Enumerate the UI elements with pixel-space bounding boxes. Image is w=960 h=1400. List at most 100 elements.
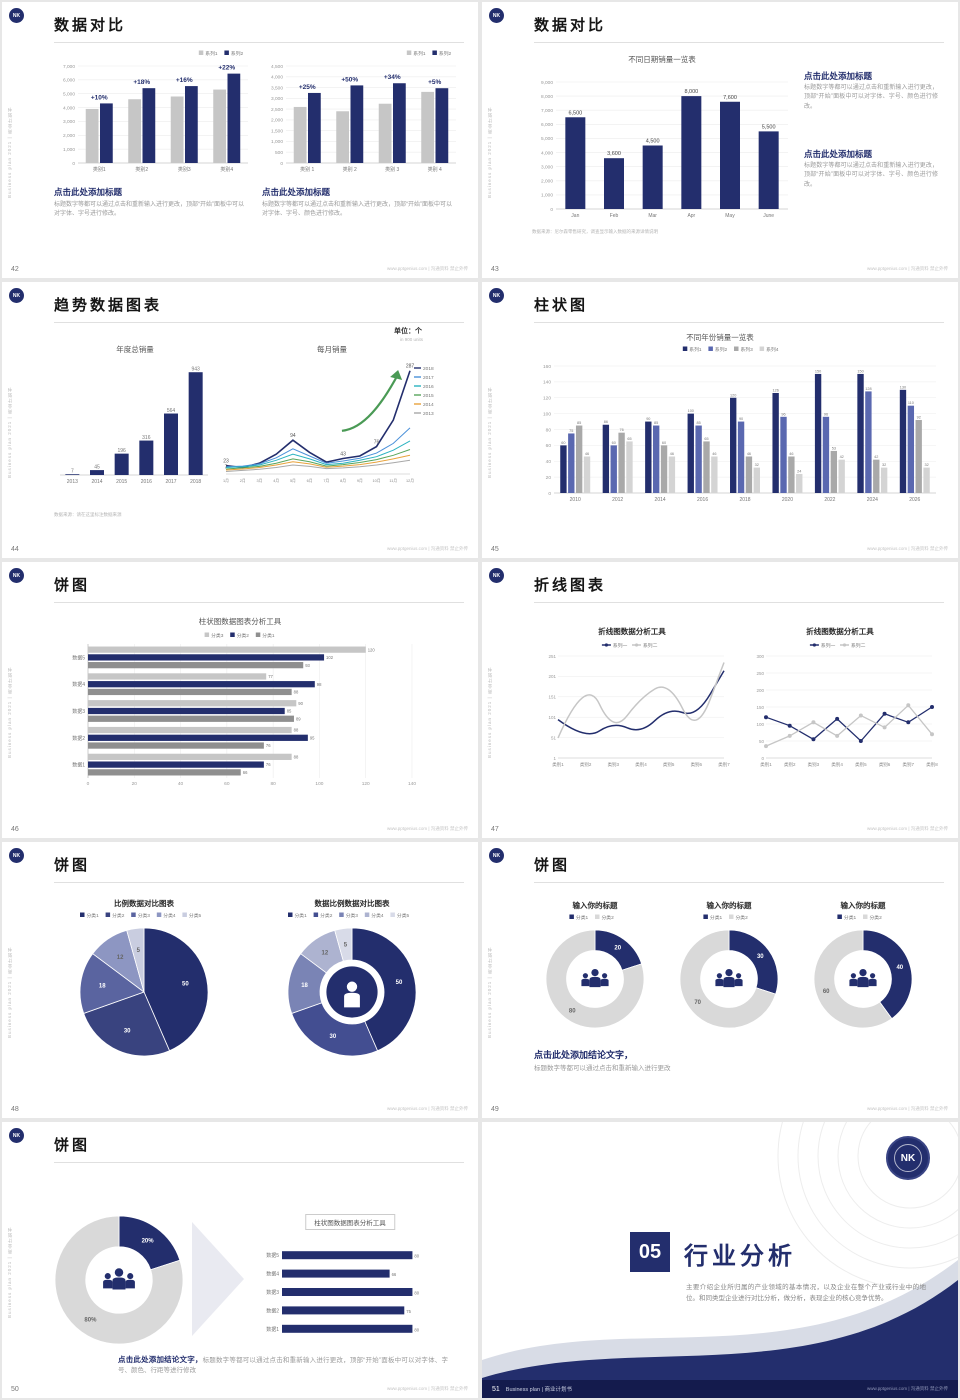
svg-text:128: 128 [865,387,871,391]
svg-text:类别 2: 类别 2 [343,166,357,173]
svg-text:316: 316 [142,435,151,441]
svg-text:102: 102 [326,655,334,660]
svg-text:46: 46 [585,452,589,456]
chart-title: 每月销量 [317,345,347,354]
svg-text:100: 100 [756,722,764,727]
svg-text:类别5: 类别5 [855,761,867,768]
marker-line-chart: 0 50 100 150 200 250 300 类别1 类别2 类别3 类别4 类别5 类别6 类别7 类… [742,640,938,772]
svg-text:2014: 2014 [91,479,102,485]
svg-text:564: 564 [167,408,176,414]
footer-text: www.pptgenius.com | 沟通资料 禁止外传 [867,266,948,271]
sales-bar-chart: 0 1,000 2,000 3,000 4,000 5,000 6,000 7,000 8,00… [530,64,792,222]
svg-text:5,000: 5,000 [63,92,75,98]
svg-text:250: 250 [756,671,764,676]
svg-text:80: 80 [270,781,276,787]
donut-chart-1: 分类1 分类2 20 80 [530,912,660,1034]
logo-badge: NK [9,288,24,303]
svg-text:7,600: 7,600 [723,95,737,101]
sidebar-vertical-text: Business plan 2021 | 商业计划书 [7,946,12,1038]
svg-text:6,500: 6,500 [568,110,582,116]
logo-badge: NK [9,1128,24,1143]
svg-text:46: 46 [670,452,674,456]
svg-text:3月: 3月 [256,478,262,483]
svg-text:分类5: 分类5 [189,912,202,919]
svg-text:系列1: 系列1 [413,50,426,57]
donut-chart: 分类1 分类2 分类3 分类4 分类5 50 30 18 12 5 [262,910,442,1062]
svg-text:76: 76 [266,743,271,748]
svg-text:1,000: 1,000 [541,193,553,199]
svg-text:42: 42 [874,455,878,459]
chart-svg: 20% 80% [54,1215,184,1345]
svg-text:数据1: 数据1 [266,1326,279,1333]
svg-text:分类4: 分类4 [371,912,384,919]
svg-text:24: 24 [797,469,801,473]
title-rule [534,602,944,603]
footer-text: www.pptgenius.com | 沟通资料 禁止外传 [387,826,468,831]
svg-text:42: 42 [840,455,844,459]
footer-text: www.pptgenius.com | 沟通资料 禁止外传 [387,546,468,551]
svg-text:1,000: 1,000 [63,147,75,153]
slide-42: 0 1,000 2,000 3,000 4,000 5,000 6,000 7,000 类别1 类… [2,2,478,278]
svg-text:120: 120 [730,393,736,397]
svg-text:Mar: Mar [648,213,657,219]
svg-text:2016: 2016 [697,497,708,503]
svg-text:32: 32 [924,463,928,467]
slide-46: 柱状图数据图表分析工具 0 20 40 60 80 100 120 140 数据5 数据4 数据3 数… [2,562,478,838]
svg-text:60: 60 [561,441,565,445]
svg-text:数据4: 数据4 [72,681,85,688]
svg-text:65: 65 [627,437,631,441]
svg-text:86: 86 [604,420,608,424]
svg-text:12月: 12月 [406,478,414,483]
svg-text:60: 60 [224,781,230,787]
svg-text:系列二: 系列二 [643,642,658,649]
smooth-line-chart: 1 51 101 151 201 251 类别1 类别2 类别3 类别4 类别5 类别6 类别7 系列一系… [534,640,730,772]
svg-text:1,000: 1,000 [271,139,283,145]
title-rule [54,42,464,43]
svg-text:90: 90 [298,701,303,706]
svg-text:分类1: 分类1 [87,912,100,919]
svg-text:40: 40 [546,459,552,465]
svg-text:2,000: 2,000 [63,133,75,139]
svg-text:+18%: +18% [133,79,150,86]
conclusion-heading: 点击此处添加结论文字， [118,1355,203,1364]
logo-badge: NK [9,848,24,863]
svg-text:分类2: 分类2 [736,914,749,921]
svg-text:2014: 2014 [423,402,434,408]
page-number: 50 [11,1386,19,1393]
svg-text:分类1: 分类1 [262,632,275,639]
clustered-bar-chart-left: 0 1,000 2,000 3,000 4,000 5,000 6,000 7,000 类别1 类… [52,48,252,176]
chart-svg: 分类1 分类2 20 80 [545,914,645,1029]
svg-text:90: 90 [646,417,650,421]
svg-text:类别4: 类别4 [220,166,233,173]
svg-text:500: 500 [275,150,283,156]
svg-text:20: 20 [546,475,552,481]
svg-text:Jan: Jan [571,213,579,219]
svg-text:30: 30 [124,1029,131,1035]
svg-text:10月: 10月 [373,478,381,483]
svg-text:90: 90 [739,417,743,421]
svg-text:12: 12 [117,955,124,961]
svg-text:系列3: 系列3 [741,346,754,353]
chart-svg: 0 500 1,000 1,500 2,000 2,500 3,000 3,500 4,000 4… [271,50,456,173]
footer-text: www.pptgenius.com | 沟通资料 禁止外传 [387,266,468,271]
block-heading: 点击此处添加标题 [804,149,873,159]
svg-text:76: 76 [266,762,271,767]
svg-text:分类1: 分类1 [710,914,723,921]
svg-text:8,000: 8,000 [684,89,698,95]
svg-text:101: 101 [548,715,556,720]
svg-text:+10%: +10% [91,94,108,101]
svg-text:+22%: +22% [218,65,235,72]
svg-text:+25%: +25% [299,84,316,91]
footer-text: www.pptgenius.com | 沟通资料 禁止外传 [387,1106,468,1111]
svg-text:类别2: 类别2 [135,166,148,173]
svg-text:7,000: 7,000 [541,108,553,114]
svg-text:9月: 9月 [357,478,363,483]
page-title: 折线图表 [534,577,607,594]
svg-text:80: 80 [569,1008,576,1014]
svg-text:96: 96 [824,412,828,416]
svg-text:3,600: 3,600 [607,151,621,157]
svg-text:类别1: 类别1 [552,761,564,768]
title-rule [534,42,944,43]
chart-title: 柱状图数据图表分析工具 [198,617,282,626]
